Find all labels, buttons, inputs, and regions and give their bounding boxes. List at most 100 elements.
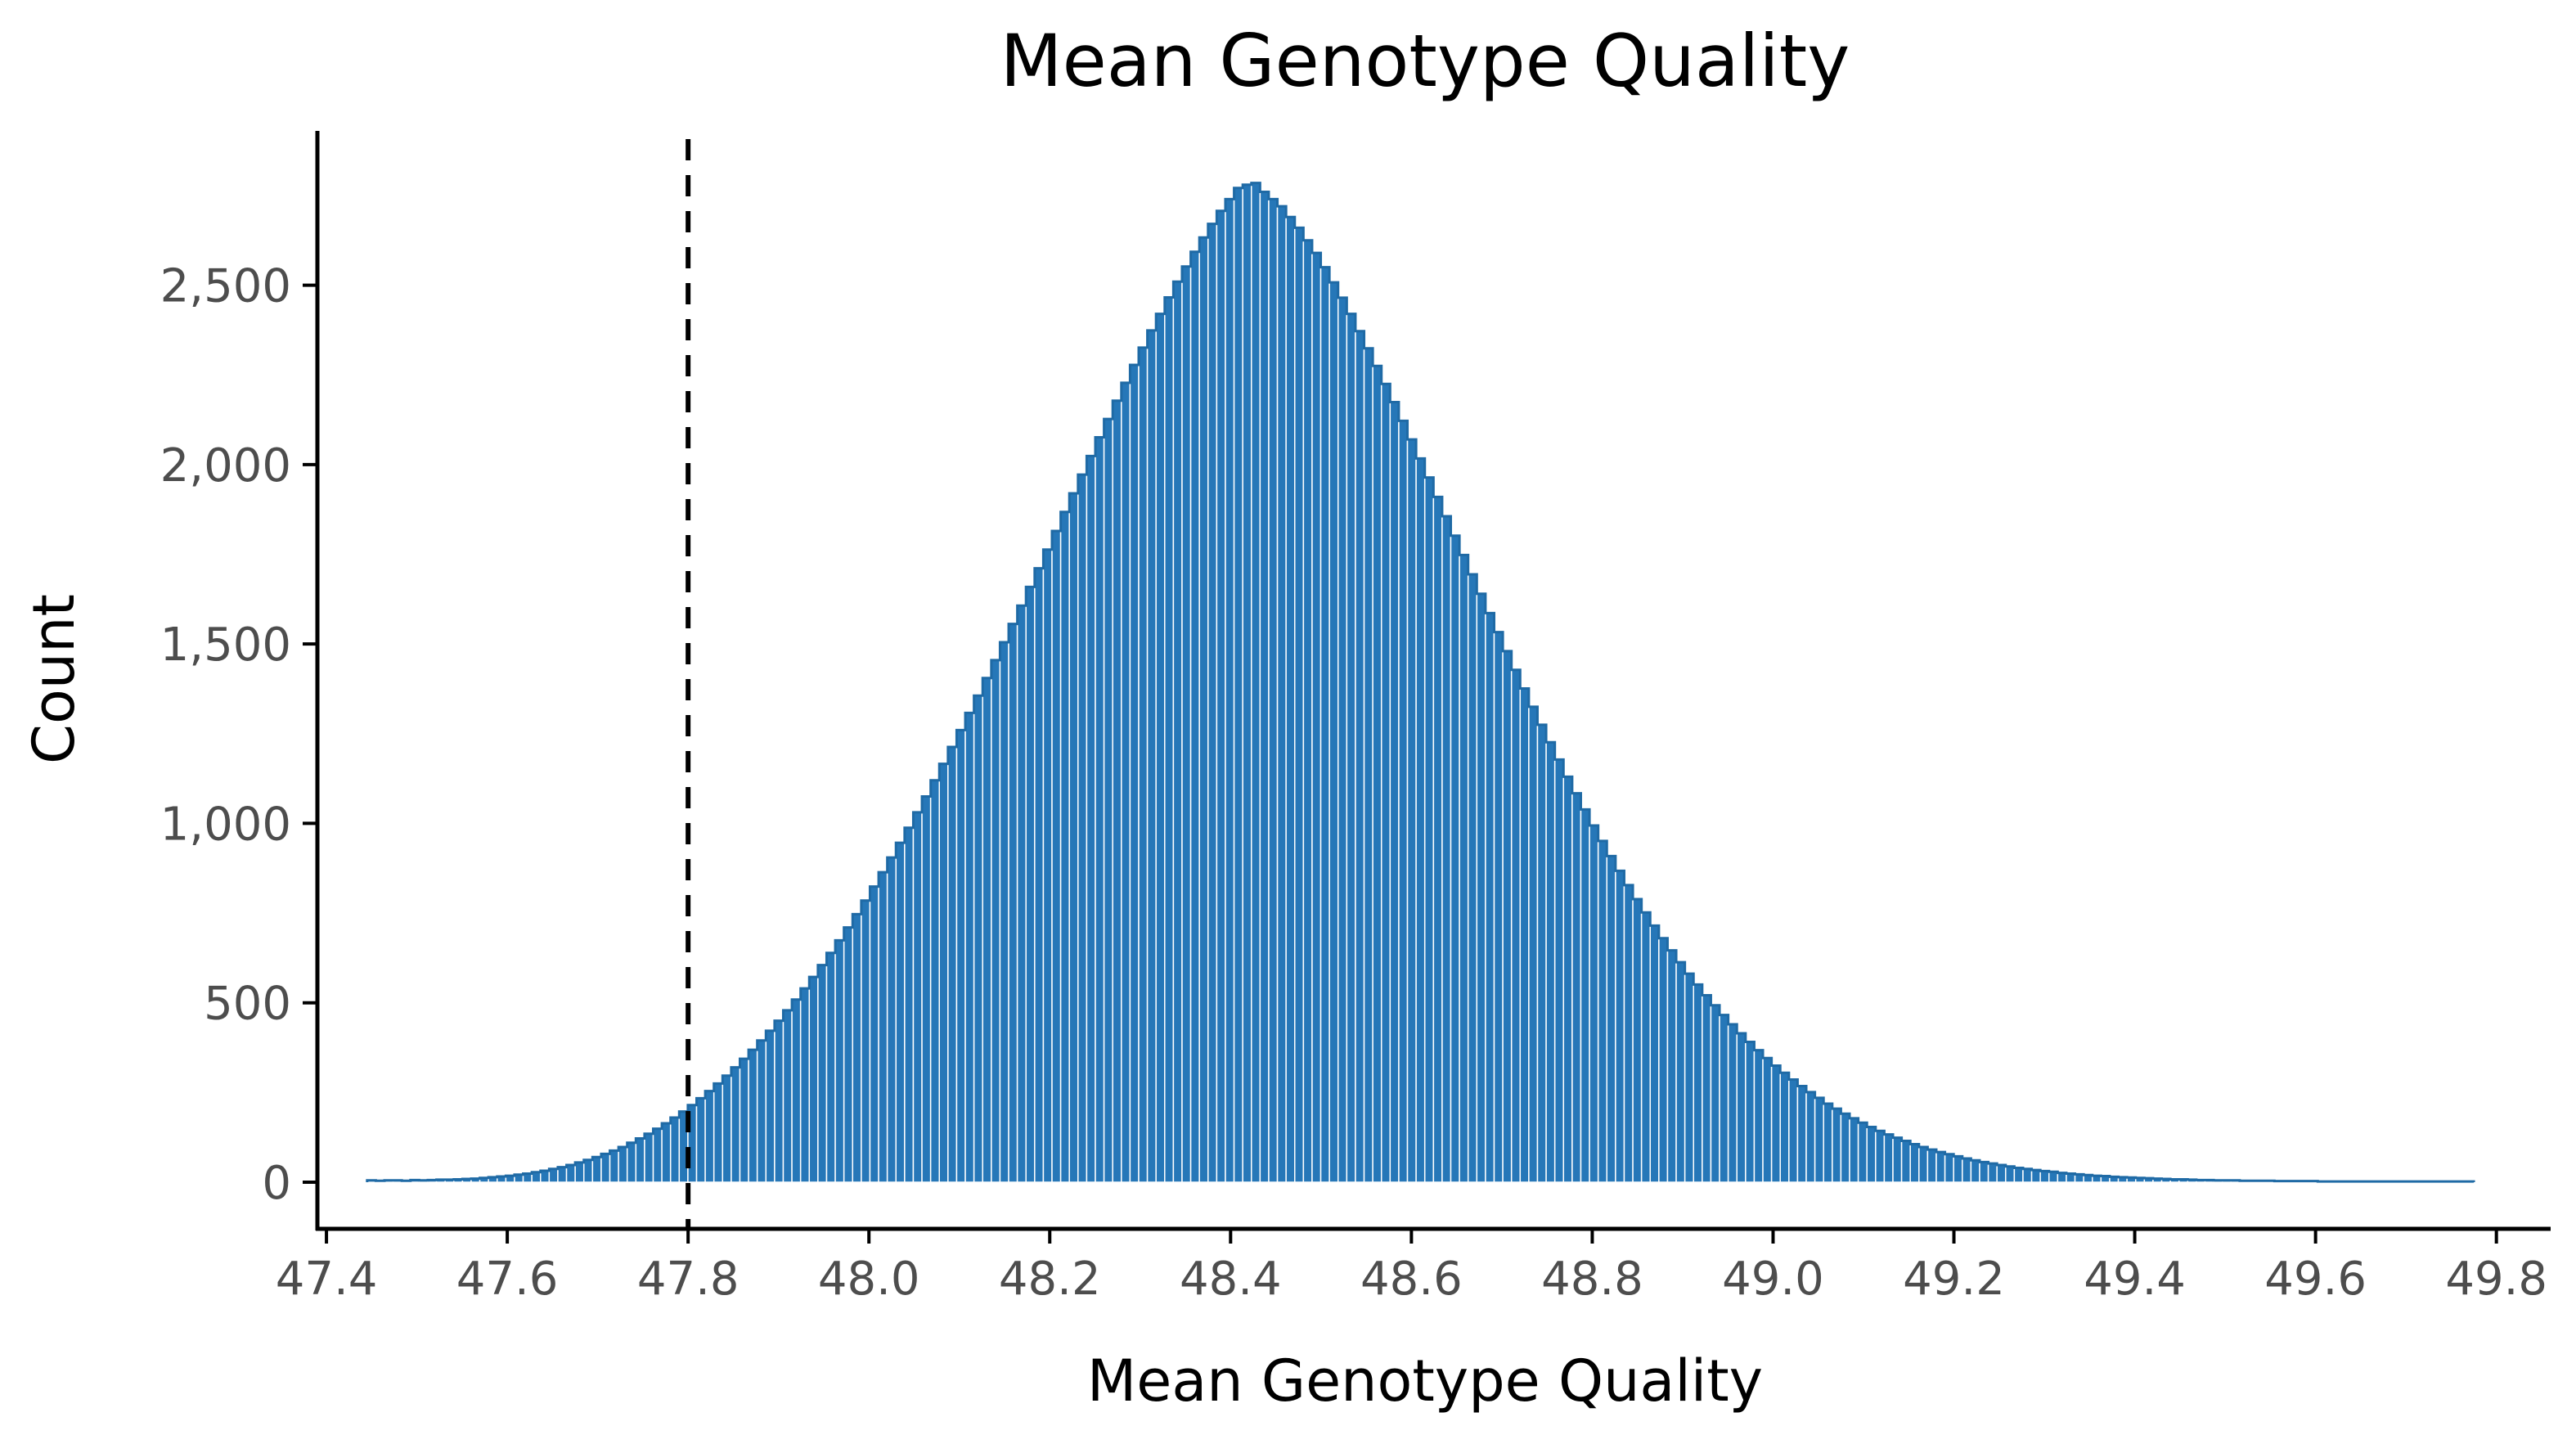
histogram-bar: [955, 729, 966, 1183]
histogram-bar: [799, 987, 811, 1183]
histogram-bar: [964, 712, 975, 1183]
histogram-bar: [843, 926, 854, 1183]
histogram-bar: [1328, 281, 1339, 1183]
histogram-bar: [1857, 1122, 1868, 1183]
histogram-bar: [1189, 251, 1200, 1183]
histogram-bar: [1268, 198, 1279, 1183]
histogram-bar: [1892, 1136, 1903, 1183]
histogram-bar: [1129, 364, 1140, 1183]
histogram-bar: [1702, 994, 1712, 1183]
histogram-bar: [1580, 808, 1590, 1183]
histogram-bar: [1355, 330, 1365, 1183]
histogram-bar: [1745, 1041, 1756, 1183]
histogram-bar: [1225, 198, 1235, 1183]
histogram-bar: [644, 1133, 654, 1183]
histogram-bar: [1545, 741, 1556, 1183]
histogram-bar: [991, 659, 1001, 1183]
histogram-bar: [1138, 347, 1149, 1183]
histogram-bar: [1259, 191, 1270, 1183]
histogram-bar: [1172, 281, 1183, 1183]
histogram-bar: [1493, 631, 1504, 1183]
histogram-bar: [2030, 1169, 2041, 1183]
histogram-bar: [1016, 605, 1027, 1183]
histogram-bar: [695, 1097, 706, 1183]
histogram-bar: [1926, 1149, 1937, 1183]
histogram-bar: [1719, 1014, 1729, 1183]
histogram-bar: [1502, 650, 1513, 1183]
histogram-bar: [1970, 1159, 1980, 1183]
histogram-bar: [1883, 1133, 1894, 1183]
histogram-bar: [1693, 983, 1703, 1183]
histogram-bar: [1103, 418, 1113, 1183]
x-tick-label: 47.6: [456, 1253, 559, 1306]
histogram-bar: [1796, 1085, 1807, 1183]
histogram-bar: [1675, 961, 1686, 1183]
histogram-bar: [938, 762, 949, 1183]
histogram-bar: [1164, 296, 1175, 1183]
histogram-bar: [565, 1164, 576, 1183]
histogram-bar: [808, 976, 819, 1183]
histogram-bar: [1025, 586, 1036, 1183]
x-tick-label: 48.8: [1541, 1253, 1643, 1306]
histogram-bar: [1710, 1005, 1720, 1183]
histogram-bar: [1121, 382, 1131, 1183]
histogram-bar: [1519, 687, 1530, 1183]
x-tick-label: 49.4: [2084, 1253, 2186, 1306]
histogram-bar: [1640, 911, 1652, 1183]
histogram-bar: [2039, 1170, 2050, 1183]
histogram-bar: [739, 1058, 749, 1183]
histogram-bar: [722, 1074, 732, 1183]
histogram-bar: [548, 1168, 559, 1183]
x-tick-label: 47.4: [276, 1253, 378, 1306]
histogram-bar: [1736, 1032, 1747, 1183]
histogram-bar: [1459, 554, 1469, 1183]
histogram-bar: [765, 1030, 775, 1183]
histogram-bar: [1528, 706, 1539, 1183]
histogram-bar: [1770, 1064, 1781, 1183]
bars-layer: [366, 182, 2475, 1183]
histogram-bar: [1112, 400, 1122, 1183]
histogram-bar: [1658, 938, 1669, 1183]
histogram-bar: [1372, 365, 1382, 1183]
histogram-bar: [895, 842, 906, 1183]
histogram-bar: [782, 1010, 793, 1183]
histogram-bar: [1666, 949, 1677, 1183]
histogram-bar: [1198, 236, 1209, 1183]
histogram-bar: [1095, 436, 1105, 1183]
histogram-bar: [626, 1142, 637, 1183]
histogram-bar: [1485, 612, 1495, 1183]
y-tick-label: 500: [204, 978, 291, 1031]
histogram-bar: [2013, 1167, 2024, 1183]
histogram-bar: [635, 1137, 645, 1183]
histogram-bar: [1944, 1154, 1954, 1183]
histogram-bar: [912, 812, 923, 1183]
y-axis-title: Count: [20, 594, 88, 764]
x-tick-label: 48.2: [999, 1253, 1101, 1306]
histogram-bar: [600, 1153, 611, 1183]
histogram-bar: [1008, 623, 1018, 1183]
x-tick-label: 49.2: [1903, 1253, 2005, 1306]
histogram-bar: [1034, 567, 1045, 1183]
x-axis-title: Mean Genotype Quality: [1087, 1347, 1763, 1415]
histogram-bar: [1805, 1091, 1816, 1183]
axes-layer: 47.4 47.6 47.8 48.0 48.2 48.4 48.6 48.8 49.0 49.2…: [160, 131, 2551, 1306]
x-tick-label: 48.0: [818, 1253, 920, 1306]
histogram-bar: [1216, 210, 1226, 1183]
histogram-bar: [973, 695, 983, 1183]
histogram-bar: [591, 1156, 602, 1183]
histogram-bar: [1302, 240, 1313, 1183]
histogram-bar: [1589, 825, 1599, 1183]
histogram-bar: [540, 1170, 551, 1183]
histogram-bar: [1996, 1164, 2007, 1183]
histogram-bar: [1615, 870, 1625, 1183]
histogram-bar: [774, 1019, 784, 1183]
histogram-bar: [999, 641, 1009, 1183]
histogram-bar: [1423, 476, 1435, 1183]
histogram-bar: [1337, 297, 1348, 1183]
histogram-bar: [704, 1090, 715, 1183]
y-tick-label: 2,000: [160, 439, 291, 493]
histogram-bar: [1597, 840, 1608, 1183]
y-tick-label: 1,000: [160, 798, 291, 851]
histogram-bar: [1276, 205, 1287, 1183]
